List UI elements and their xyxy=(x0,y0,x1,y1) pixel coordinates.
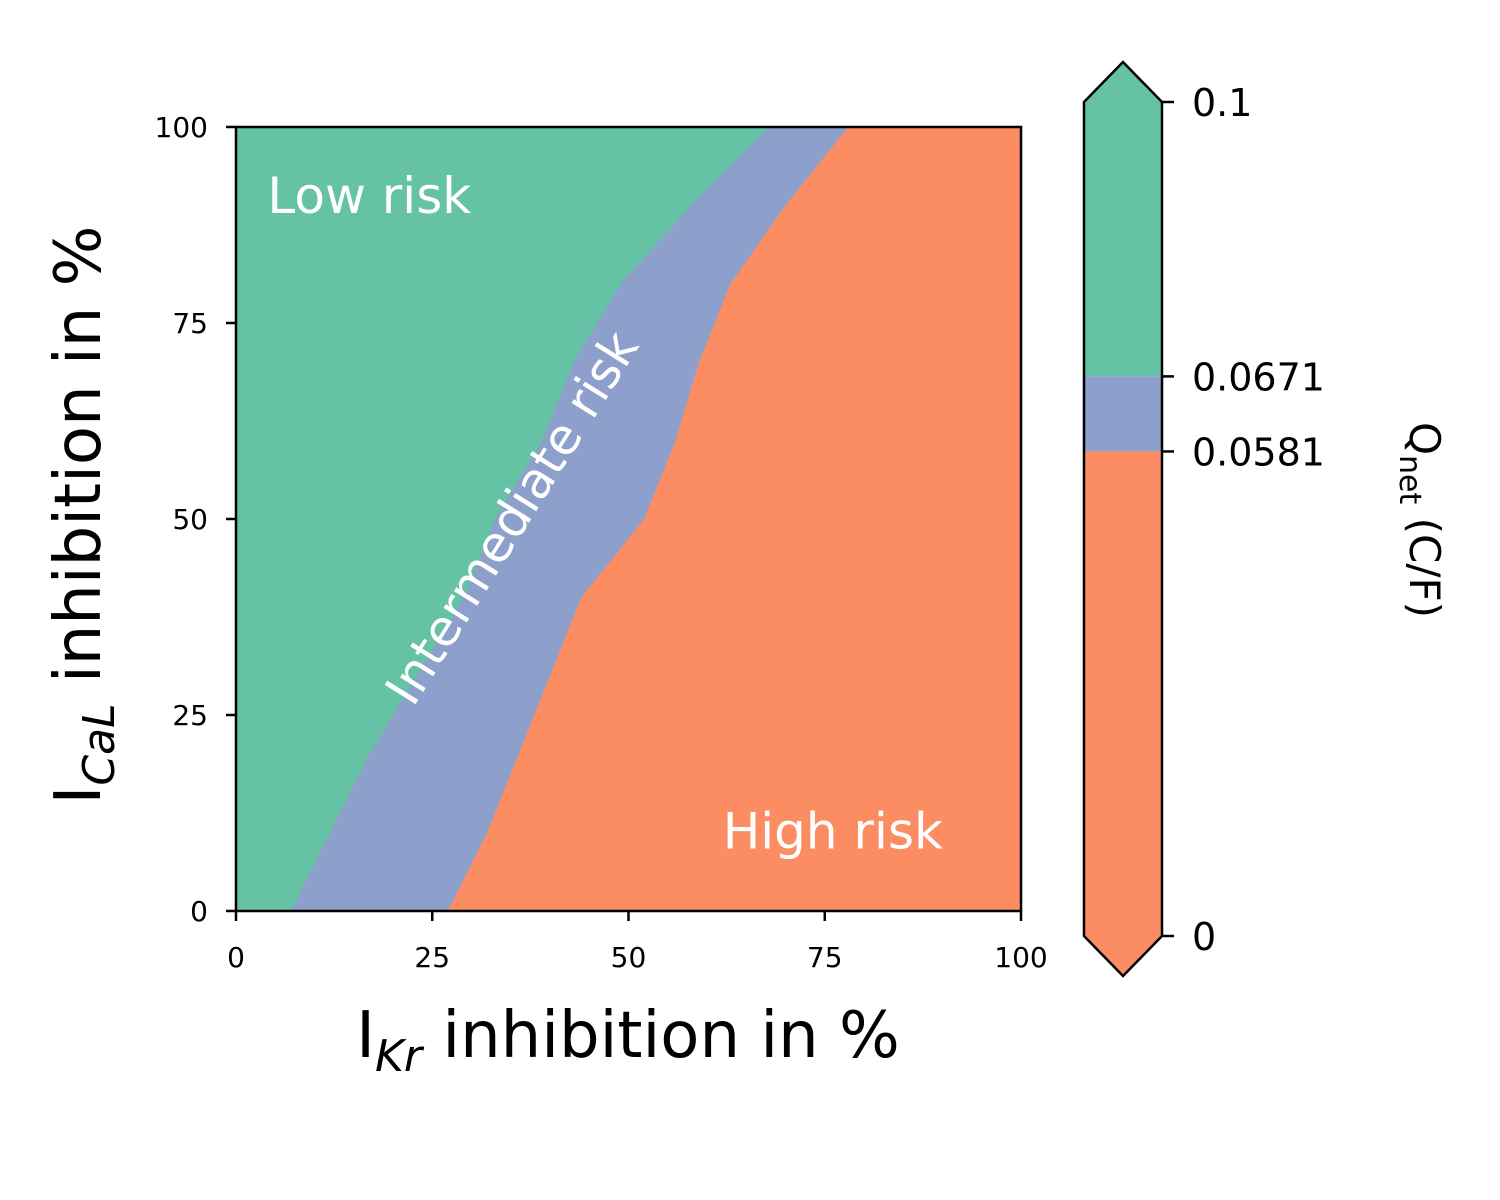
colorbar-tick-label: 0.1 xyxy=(1192,81,1252,125)
x-axis-ticks: 0 25 50 75 100 xyxy=(227,911,1048,974)
y-axis-label-rest: inhibition in % xyxy=(42,226,116,704)
colorbar-segment xyxy=(1084,376,1162,452)
x-axis-label-main: I xyxy=(356,999,375,1073)
colorbar-title-sub: net xyxy=(1392,455,1427,504)
colorbar: 0 0.0581 0.0671 0.1 Qnet (C/F) xyxy=(1082,60,1449,978)
y-tick-label: 75 xyxy=(172,307,208,340)
y-tick-label: 25 xyxy=(172,699,208,732)
colorbar-title: Qnet (C/F) xyxy=(1392,422,1449,618)
y-tick-label: 50 xyxy=(172,503,208,536)
x-axis-label-sub: Kr xyxy=(375,1031,425,1082)
x-tick-label: 25 xyxy=(414,941,450,974)
x-axis-label: IKr inhibition in % xyxy=(356,999,900,1082)
x-tick-label: 75 xyxy=(807,941,843,974)
x-tick-label: 100 xyxy=(994,941,1047,974)
y-tick-label: 0 xyxy=(190,895,208,928)
colorbar-extend-top xyxy=(1084,62,1162,102)
colorbar-segments xyxy=(1084,62,1162,976)
colorbar-ticks: 0 0.0581 0.0671 0.1 xyxy=(1162,81,1325,959)
x-axis-label-rest: inhibition in % xyxy=(422,999,900,1073)
x-tick-label: 50 xyxy=(611,941,647,974)
colorbar-segment xyxy=(1084,451,1162,936)
colorbar-tick-label: 0 xyxy=(1192,915,1216,959)
y-axis-label-main: I xyxy=(42,786,116,805)
colorbar-title-rest: (C/F) xyxy=(1400,504,1449,618)
colorbar-tick-label: 0.0581 xyxy=(1192,430,1325,474)
colorbar-tick-label: 0.0671 xyxy=(1192,355,1325,399)
y-axis-label-sub: CaL xyxy=(74,703,125,785)
colorbar-segment xyxy=(1084,102,1162,377)
colorbar-title-main: Q xyxy=(1400,422,1449,455)
y-axis-ticks: 0 25 50 75 100 xyxy=(155,111,236,928)
colorbar-extend-bottom xyxy=(1084,936,1162,976)
x-tick-label: 0 xyxy=(227,941,245,974)
low-risk-region xyxy=(236,127,770,911)
high-risk-label: High risk xyxy=(723,802,943,860)
y-tick-label: 100 xyxy=(155,111,208,144)
low-risk-label: Low risk xyxy=(267,167,471,225)
y-axis-label: ICaL inhibition in % xyxy=(42,226,125,805)
